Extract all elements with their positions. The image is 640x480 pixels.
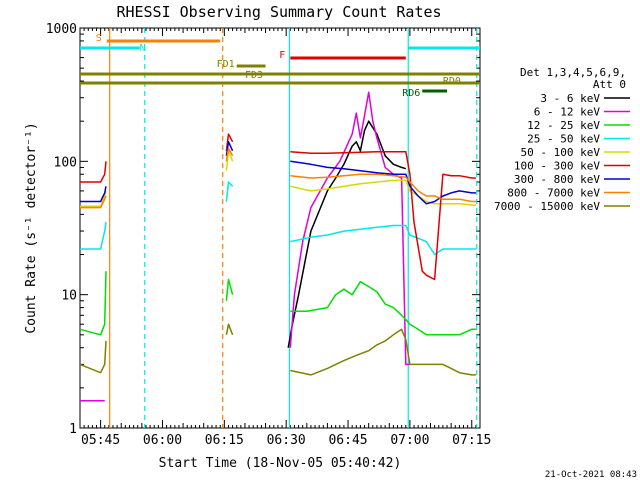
- series-line: [80, 141, 476, 205]
- legend-label: 3 - 6 keV: [540, 92, 600, 105]
- legend-label: 7000 - 15000 keV: [494, 200, 600, 213]
- axis-ticks: [79, 28, 481, 429]
- plot-frame: [79, 27, 481, 429]
- y-axis-label: Count Rate (s⁻¹ detector⁻¹): [24, 122, 39, 333]
- legend-header: Att 0: [593, 78, 626, 91]
- vertical-markers: [109, 28, 478, 428]
- series-line: [80, 181, 476, 256]
- series-layer: [79, 91, 476, 402]
- y-tick-label: 10: [61, 289, 77, 304]
- legend-label: 50 - 100 keV: [521, 146, 601, 159]
- flag-label: F: [279, 50, 285, 61]
- legend-label: 25 - 50 keV: [527, 133, 600, 146]
- x-tick-label: 06:30: [267, 433, 306, 448]
- chart-title: RHESSI Observing Summary Count Rates: [116, 3, 441, 21]
- series-line: [80, 150, 476, 208]
- footer-timestamp: 21-Oct-2021 08:43: [545, 470, 637, 480]
- flag-label: S: [96, 33, 102, 44]
- flag-label: N: [140, 43, 146, 54]
- legend-header: Det 1,3,4,5,6,9,: [520, 66, 626, 79]
- flag-label: RD0: [443, 76, 461, 87]
- y-tick-labels: 1 10 100 1000: [46, 22, 77, 437]
- y-tick-label: 1: [69, 422, 77, 437]
- x-tick-label: 05:45: [81, 433, 120, 448]
- legend-label: 800 - 7000 keV: [507, 187, 600, 200]
- legend-label: 300 - 800 keV: [514, 173, 600, 186]
- flag-label: FD3: [245, 70, 263, 81]
- legend-label: 6 - 12 keV: [534, 106, 601, 119]
- series-line: [80, 133, 476, 281]
- x-tick-label: 07:15: [452, 433, 491, 448]
- series-line: [287, 120, 407, 348]
- legend-label: 100 - 300 keV: [514, 160, 600, 173]
- legend-label: 12 - 25 keV: [527, 119, 600, 132]
- y-tick-label: 1000: [46, 22, 77, 37]
- flag-label: RD6: [402, 88, 420, 99]
- x-tick-label: 07:00: [390, 433, 429, 448]
- x-tick-label: 06:00: [143, 433, 182, 448]
- x-axis-label: Start Time (18-Nov-05 05:40:42): [159, 456, 402, 471]
- series-line: [79, 323, 476, 376]
- flag-bars: S N F FD1 FD3 RD0 RD6: [80, 33, 480, 99]
- x-tick-labels: 05:45 06:00 06:15 06:30 06:45 07:00 07:15: [81, 433, 491, 448]
- x-tick-label: 06:45: [328, 433, 367, 448]
- y-tick-label: 100: [54, 155, 77, 170]
- x-tick-label: 06:15: [205, 433, 244, 448]
- series-line: [79, 271, 476, 336]
- series-line: [80, 147, 476, 209]
- flag-label: FD1: [217, 59, 235, 70]
